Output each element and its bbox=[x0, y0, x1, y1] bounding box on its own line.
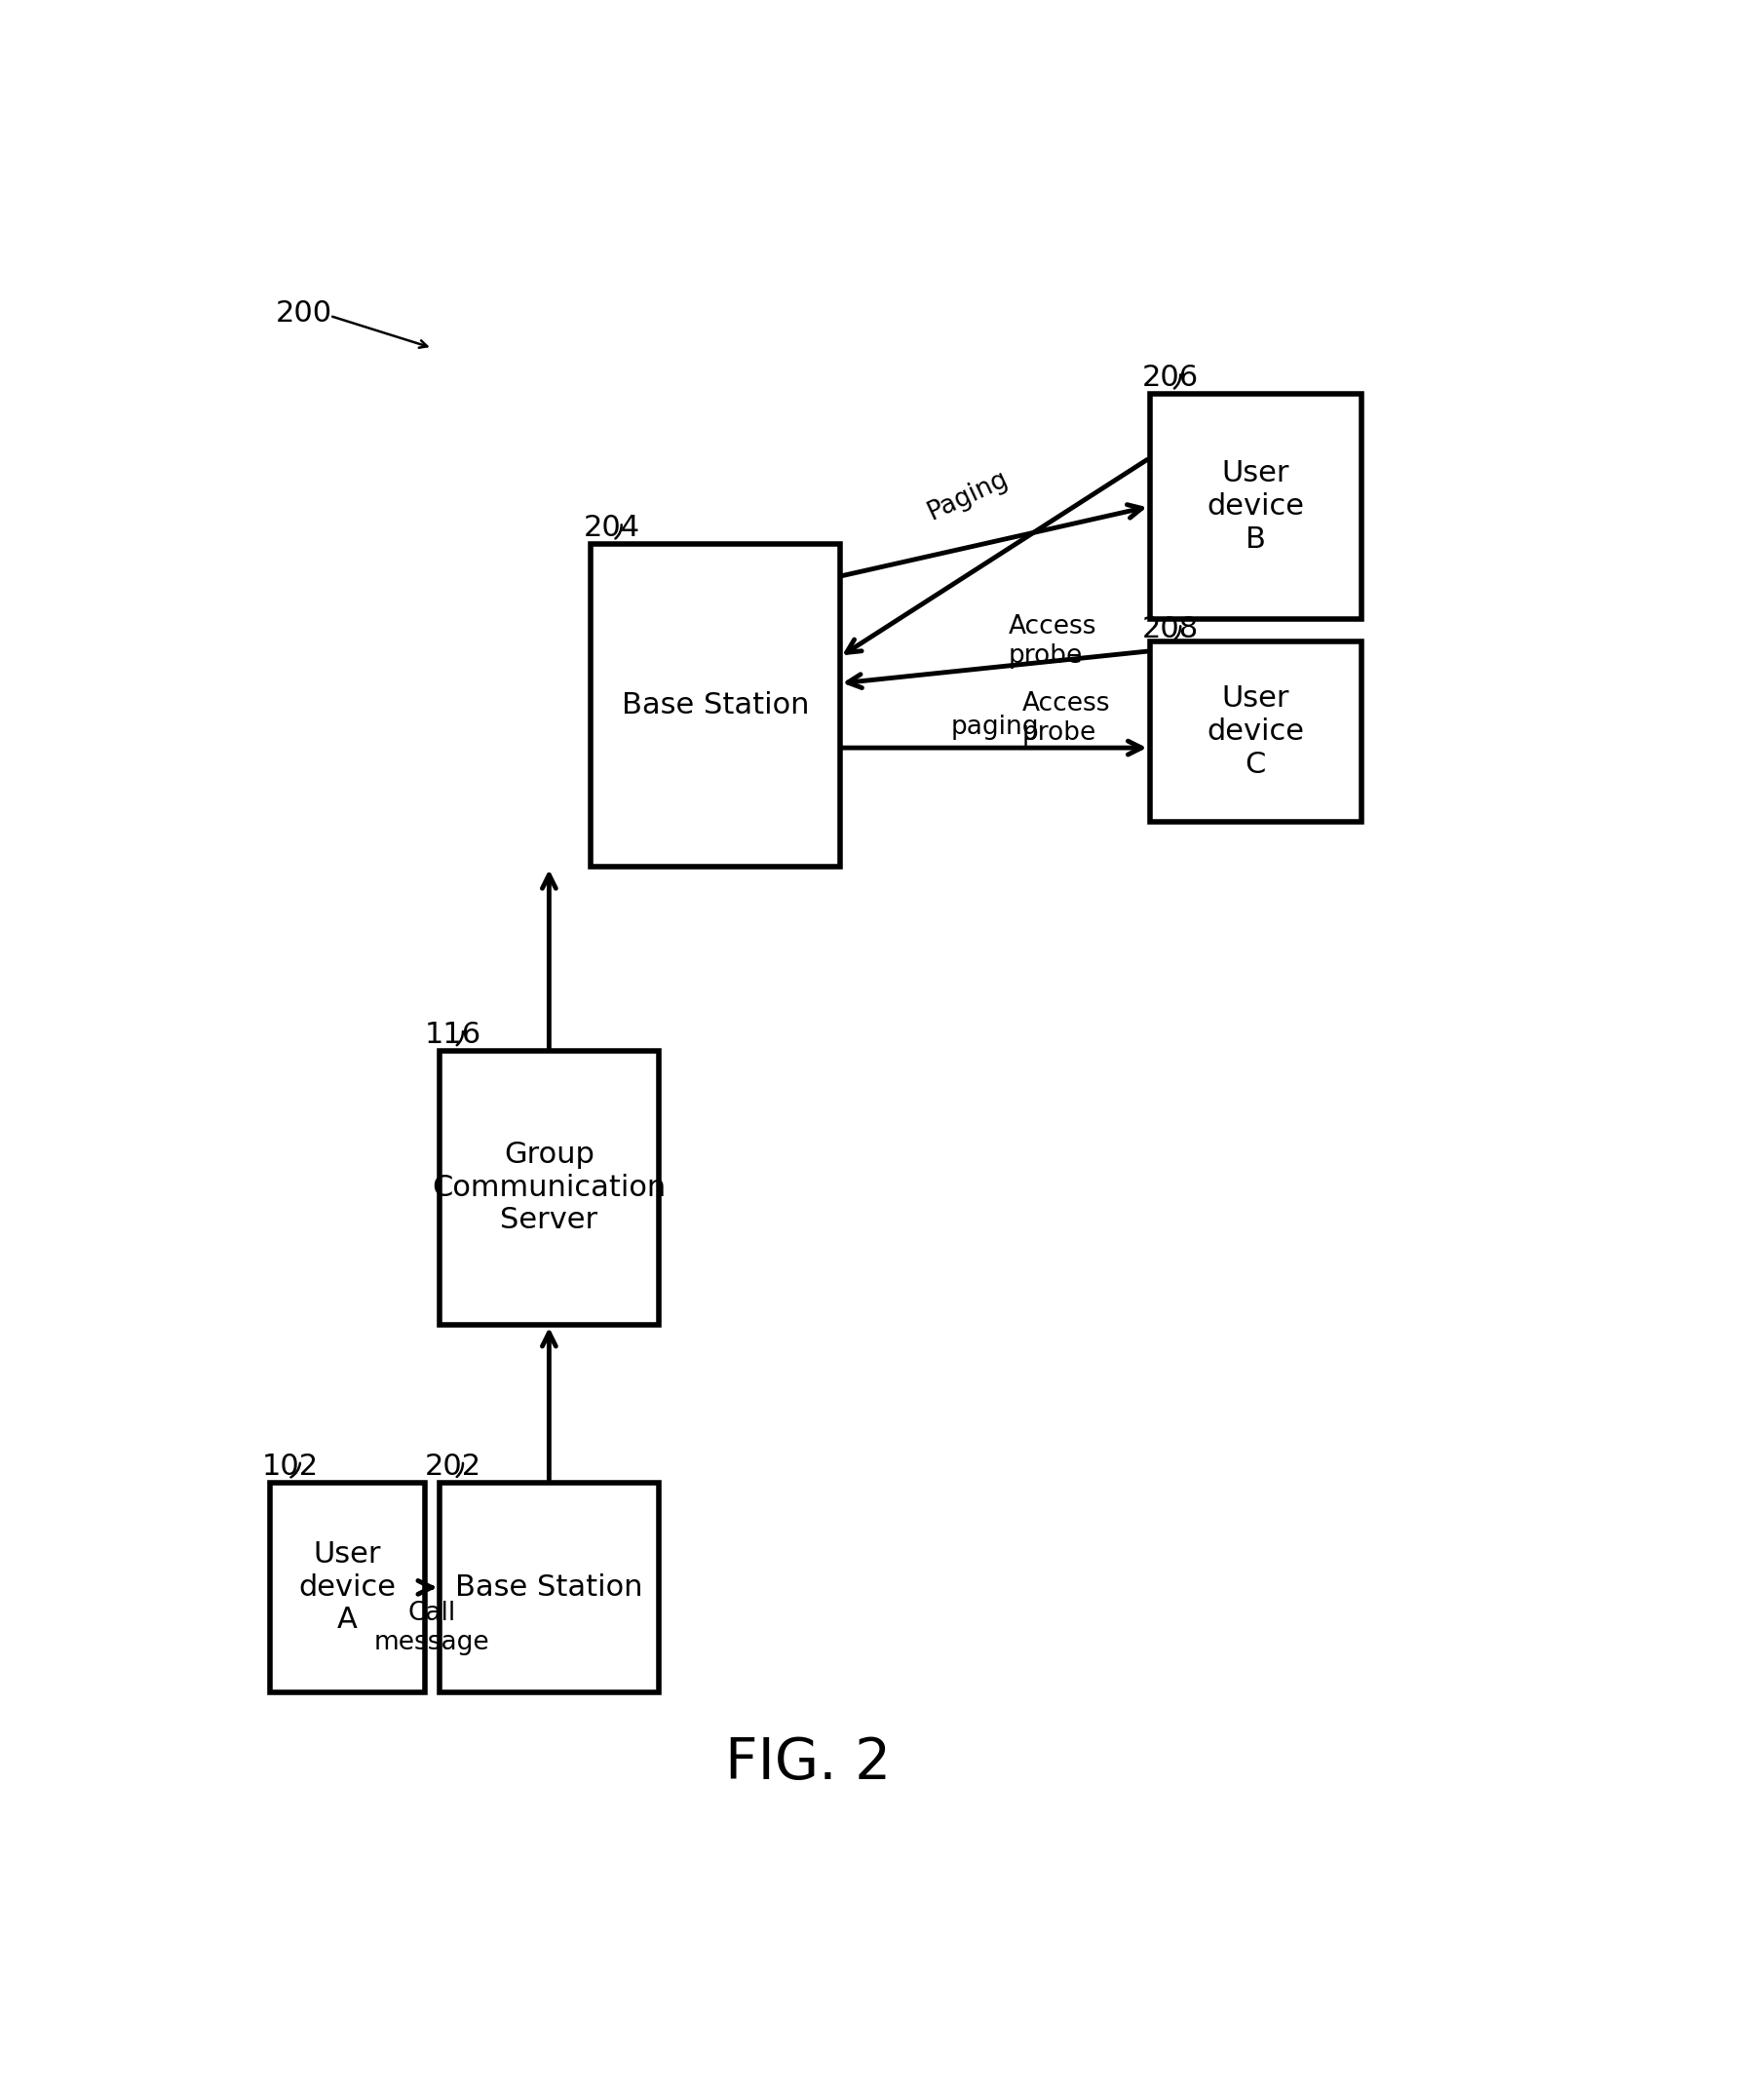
Text: 208: 208 bbox=[1141, 616, 1200, 643]
Bar bbox=[439, 1051, 658, 1326]
Text: Base Station: Base Station bbox=[621, 691, 810, 720]
Bar bbox=[270, 1483, 425, 1692]
Text: Group
Communication
Server: Group Communication Server bbox=[432, 1141, 667, 1235]
Text: Base Station: Base Station bbox=[455, 1573, 642, 1602]
Text: 116: 116 bbox=[425, 1020, 482, 1049]
Text: Access
probe: Access probe bbox=[1021, 691, 1110, 745]
Text: paging: paging bbox=[951, 714, 1039, 739]
Text: 204: 204 bbox=[584, 513, 640, 542]
Bar bbox=[439, 1483, 658, 1692]
Text: 202: 202 bbox=[425, 1453, 482, 1480]
Text: 102: 102 bbox=[263, 1453, 319, 1480]
Bar bbox=[1150, 641, 1362, 821]
Text: Access
probe: Access probe bbox=[1009, 614, 1097, 668]
Text: User
device
A: User device A bbox=[298, 1541, 395, 1633]
Text: User
device
B: User device B bbox=[1207, 459, 1304, 553]
Text: 206: 206 bbox=[1141, 364, 1198, 392]
Text: User
device
C: User device C bbox=[1207, 685, 1304, 779]
Text: Call
message: Call message bbox=[374, 1600, 490, 1654]
Text: 200: 200 bbox=[275, 299, 332, 329]
Text: Paging: Paging bbox=[923, 465, 1013, 526]
Bar bbox=[1150, 394, 1362, 620]
Bar bbox=[591, 544, 840, 867]
Text: FIG. 2: FIG. 2 bbox=[725, 1736, 891, 1790]
